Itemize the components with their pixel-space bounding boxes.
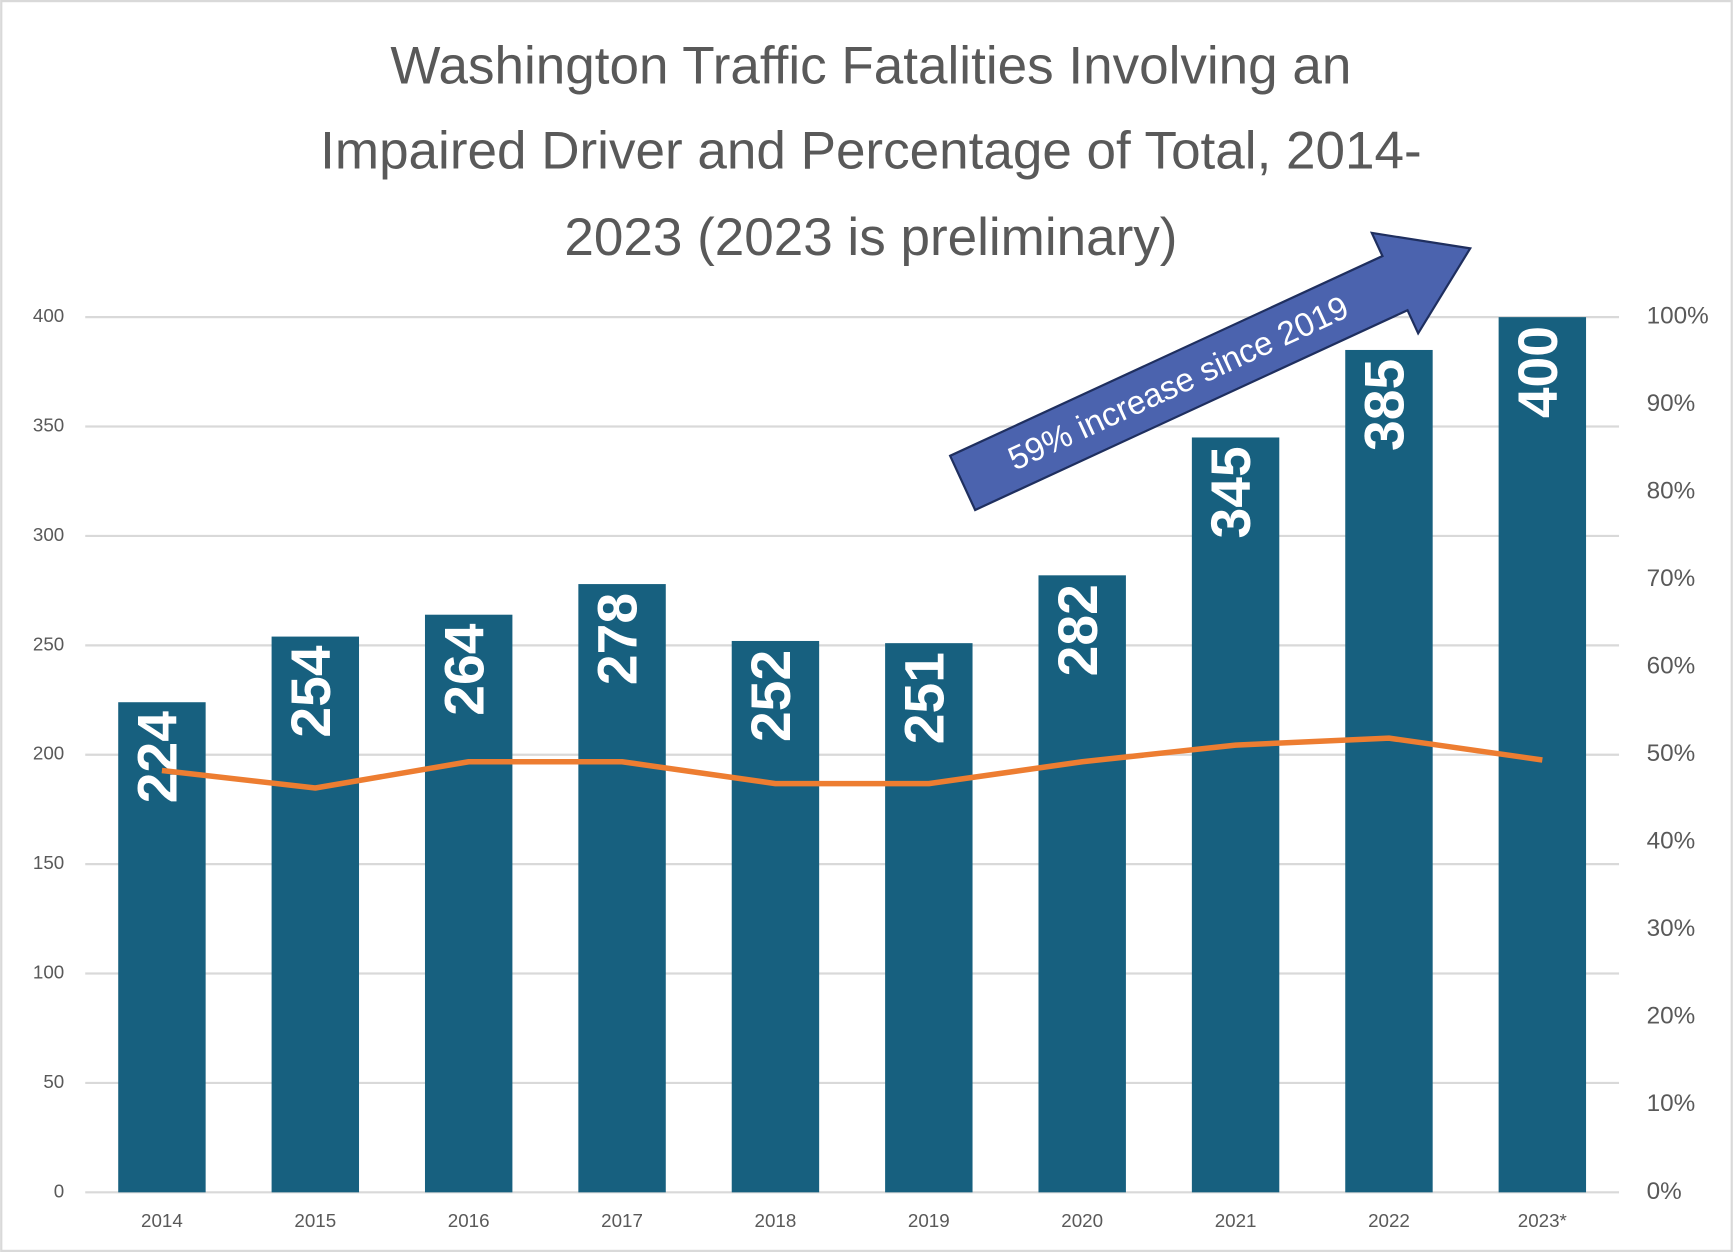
arrow-shape	[948, 231, 1473, 512]
data-label: 278	[587, 593, 649, 685]
bar	[1038, 575, 1126, 1193]
title-line: Washington Traffic Fatalities Involving …	[390, 37, 1351, 96]
title-line: 2023 (2023 is preliminary)	[564, 208, 1177, 267]
y-tick-label: 150	[33, 852, 64, 873]
bar	[1345, 349, 1433, 1193]
data-label: 400	[1507, 326, 1569, 418]
x-tick-label: 2021	[1215, 1210, 1257, 1231]
y-tick-label: 250	[33, 633, 64, 654]
chart-title: Washington Traffic Fatalities Involving …	[320, 37, 1422, 267]
bar	[731, 640, 820, 1193]
data-label: 385	[1354, 359, 1416, 451]
bar	[118, 702, 206, 1193]
y-tick-label: 50	[43, 1071, 64, 1092]
y2-tick-label: 30%	[1647, 915, 1696, 942]
y-tick-label: 200	[33, 743, 64, 764]
y-tick-label: 400	[33, 305, 64, 326]
plot: 224 254 264 278 252 251 282 345 385 400	[118, 317, 1587, 1193]
y2-tick-label: 100%	[1647, 303, 1709, 330]
y2-tick-label: 70%	[1647, 565, 1696, 592]
x-tick-label: 2023*	[1518, 1210, 1568, 1231]
y2-tick-label: 10%	[1647, 1090, 1696, 1117]
bar	[271, 636, 360, 1193]
bar	[578, 584, 666, 1193]
x-tick-label: 2016	[448, 1210, 490, 1231]
y2-tick-label: 60%	[1647, 653, 1696, 680]
bar	[1191, 437, 1280, 1193]
title-line: Impaired Driver and Percentage of Total,…	[320, 122, 1422, 181]
bar	[885, 643, 973, 1193]
x-tick-label: 2014	[141, 1210, 183, 1231]
x-tick-label: 2017	[601, 1210, 643, 1231]
y2-tick-label: 80%	[1647, 478, 1696, 505]
y-tick-label: 350	[33, 414, 64, 435]
y-tick-label: 0	[54, 1180, 64, 1201]
x-tick-label: 2020	[1061, 1210, 1103, 1231]
data-label: 254	[280, 645, 342, 737]
y2-tick-label: 40%	[1647, 828, 1696, 855]
x-tick-label: 2022	[1368, 1210, 1410, 1231]
x-tick-label: 2019	[908, 1210, 950, 1231]
y2-tick-label: 50%	[1647, 740, 1696, 767]
y2-tick-label: 20%	[1647, 1003, 1696, 1030]
data-label: 252	[740, 650, 802, 742]
y-tick-label: 100	[33, 961, 64, 982]
y2-tick-label: 0%	[1647, 1178, 1682, 1205]
x-tick-label: 2018	[755, 1210, 797, 1231]
data-label: 251	[893, 652, 955, 744]
bar	[424, 614, 513, 1193]
data-label: 224	[127, 711, 189, 803]
data-label: 345	[1200, 446, 1262, 538]
x-tick-label: 2015	[294, 1210, 336, 1231]
data-label: 282	[1047, 584, 1109, 676]
y-tick-label: 300	[33, 524, 64, 545]
data-label: 264	[433, 623, 495, 715]
line	[161, 735, 1543, 791]
y2-tick-label: 90%	[1647, 390, 1696, 417]
